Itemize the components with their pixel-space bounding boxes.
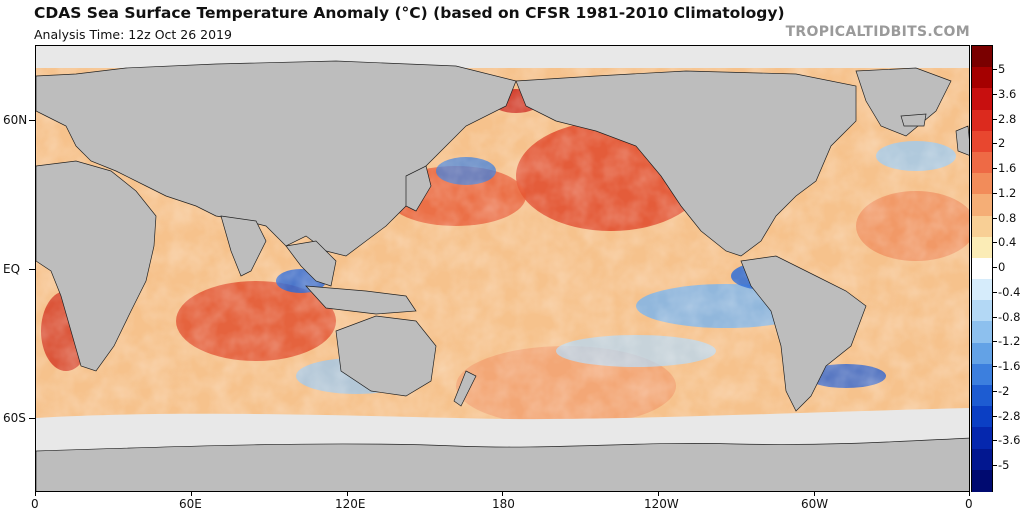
colorbar-label: 3.6 [998, 86, 1017, 101]
colorbar-label: 0.4 [998, 235, 1017, 250]
lon-label-60e: 60E [179, 497, 202, 511]
colorbar-segment [972, 173, 992, 195]
land-indonesia [305, 285, 417, 315]
land-new-zealand [453, 370, 477, 407]
colorbar-label: -2 [998, 383, 1010, 398]
antarctica [36, 437, 969, 491]
colorbar-segment [972, 130, 992, 153]
colorbar-segment [972, 151, 992, 174]
colorbar-segment [972, 279, 992, 301]
colorbar-label: -5 [998, 458, 1010, 472]
colorbar-label: 0.8 [998, 210, 1017, 225]
colorbar-label: -1.2 [998, 334, 1021, 349]
lat-label-60n: 60N [3, 113, 28, 127]
lon-label-60w: 60W [801, 497, 829, 511]
colorbar-segment [972, 215, 992, 238]
analysis-time: Analysis Time: 12z Oct 26 2019 [34, 27, 232, 42]
colorbar-segment [972, 46, 992, 68]
colorbar-tick [993, 168, 997, 169]
land-south-america [740, 255, 867, 412]
colorbar-segment [972, 88, 992, 111]
land-australia [335, 315, 437, 397]
colorbar-segment [972, 385, 992, 407]
lon-label-0-east: 0 [965, 497, 973, 511]
colorbar-segment [972, 67, 992, 89]
map-canvas [36, 46, 969, 491]
lat-tick [29, 269, 35, 270]
colorbar-label: -0.8 [998, 309, 1021, 324]
colorbar-label: -0.4 [998, 284, 1021, 299]
colorbar-tick [993, 366, 997, 367]
colorbar-segment [972, 236, 992, 259]
colorbar-label: 1.2 [998, 185, 1017, 200]
lon-tick [191, 492, 192, 496]
colorbar-tick [993, 267, 997, 268]
land-india [220, 215, 267, 277]
lon-label-180: 180 [492, 497, 515, 511]
colorbar-segment [972, 300, 992, 323]
arctic-sea-ice [36, 46, 969, 68]
colorbar-segment [972, 321, 992, 344]
colorbar-segment [972, 427, 992, 450]
land-uk [955, 125, 969, 156]
colorbar-segment [972, 469, 992, 492]
lat-tick [29, 120, 35, 121]
colorbar-label: 2 [998, 136, 1006, 151]
colorbar-label: -2.8 [998, 408, 1021, 423]
colorbar-label: 1.6 [998, 161, 1017, 175]
lon-label-0-west: 0 [31, 497, 39, 511]
colorbar-segment [972, 363, 992, 386]
colorbar-tick [993, 242, 997, 244]
land-southeast-asia [285, 240, 337, 287]
colorbar-tick [993, 316, 997, 318]
land-japan [405, 165, 432, 212]
colorbar-tick [993, 390, 997, 392]
colorbar-tick [993, 192, 997, 194]
colorbar-tick [993, 143, 997, 145]
colorbar-label: -3.6 [998, 433, 1021, 448]
colorbar-tick [993, 93, 997, 95]
colorbar-label: 5 [998, 62, 1006, 76]
lon-tick [502, 492, 503, 496]
land-iceland [900, 113, 927, 127]
colorbar-tick [993, 217, 997, 219]
colorbar-segment [972, 109, 992, 132]
lon-tick [814, 492, 815, 496]
map-title: CDAS Sea Surface Temperature Anomaly (°C… [34, 4, 785, 22]
colorbar-label: 2.8 [998, 111, 1017, 126]
colorbar-segment [972, 257, 992, 280]
sst-anomaly-map [35, 45, 970, 492]
colorbar-label: -1.6 [998, 359, 1021, 373]
colorbar-segment [972, 448, 992, 471]
colorbar-tick [993, 440, 997, 442]
colorbar-tick [993, 465, 997, 466]
lon-tick [347, 492, 348, 496]
land-africa [36, 160, 157, 372]
lat-label-60s: 60S [3, 411, 26, 425]
colorbar-segment [972, 406, 992, 429]
lon-tick [969, 492, 970, 496]
land-north-america [515, 70, 857, 257]
colorbar-tick [993, 69, 997, 70]
lat-label-eq: EQ [3, 262, 21, 276]
brand-watermark: TROPICALTIDBITS.COM [785, 24, 970, 40]
colorbar-tick [993, 291, 997, 293]
colorbar-segment [972, 342, 992, 365]
land-masses [36, 60, 969, 412]
lon-label-120e: 120E [335, 497, 366, 511]
colorbar-tick [993, 118, 997, 120]
lon-tick [35, 492, 36, 496]
colorbar-tick [993, 415, 997, 417]
lat-tick [29, 418, 35, 419]
lon-tick [658, 492, 659, 496]
colorbar-tick [993, 341, 997, 343]
lon-label-120w: 120W [644, 497, 679, 511]
colorbar [971, 45, 993, 492]
colorbar-segment [972, 194, 992, 217]
colorbar-label: 0 [998, 260, 1006, 274]
